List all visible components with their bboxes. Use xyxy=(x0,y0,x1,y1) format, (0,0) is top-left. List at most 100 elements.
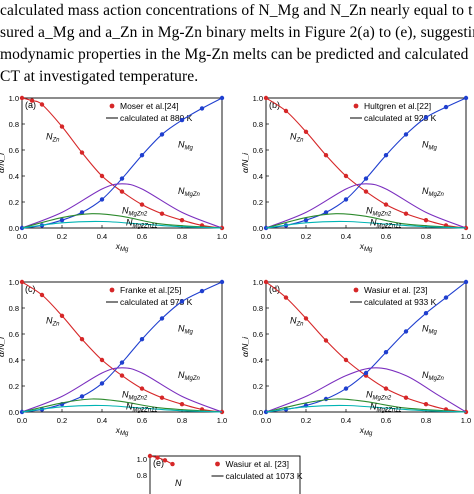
data-point-n_zn xyxy=(303,316,309,321)
x-tick-label: 0.2 xyxy=(301,232,311,241)
curve-n_mg2zn11 xyxy=(265,220,467,229)
curve-n_mgzn xyxy=(21,183,223,229)
data-point-n_zn xyxy=(179,402,185,407)
panel-letter: (e) xyxy=(153,458,164,468)
x-tick-label: 0.6 xyxy=(137,416,147,425)
data-point-n_mg xyxy=(199,106,205,111)
legend-points: Moser et al.[24] xyxy=(120,101,179,111)
data-point-n_mg xyxy=(119,360,125,365)
x-tick-label: 1.0 xyxy=(461,416,471,425)
data-point-n_zn xyxy=(363,189,369,194)
data-point-n_mg xyxy=(179,117,185,123)
y-tick-label: 1.0 xyxy=(253,278,263,287)
x-tick-label: 1.0 xyxy=(461,232,471,241)
legend-line-label: calculated at 880 K xyxy=(120,113,193,123)
data-point-n_zn xyxy=(303,129,309,134)
data-point-n_zn xyxy=(119,373,125,378)
panel-frame-1 xyxy=(265,97,467,229)
data-point-n_zn xyxy=(39,292,45,298)
data-point-n_mg xyxy=(219,95,225,101)
data-point-n_mg xyxy=(79,394,85,399)
paragraph: calculated mass action concentrations of… xyxy=(0,0,474,90)
y-tick-label: 0.2 xyxy=(253,198,263,207)
curve-n_mg2zn11 xyxy=(265,404,467,413)
label-n_mgzn: NMgZn xyxy=(178,186,201,198)
figure-2-panels: (a) Moser et al.[24] calculated at 880 K 0.… xyxy=(0,94,471,494)
data-point-n_zn xyxy=(99,173,105,179)
data-point-n_zn xyxy=(147,453,153,459)
y-tick-label: 0.4 xyxy=(9,356,19,365)
x-tick-label: 0.2 xyxy=(57,416,67,425)
y-axis-label: α/N_i xyxy=(240,336,250,357)
data-point-n_mg xyxy=(199,288,205,294)
curve-n_mgzn xyxy=(265,183,467,229)
data-point-n_zn xyxy=(39,102,45,107)
legend-points: Wasiur et al. [23] xyxy=(364,285,427,295)
y-tick-label: 0.8 xyxy=(137,471,147,480)
label-n_zn: NZn xyxy=(290,132,304,144)
curve-n_mgzn xyxy=(265,367,467,413)
y-tick-label: 0.6 xyxy=(9,330,19,339)
data-point-n_mg xyxy=(343,386,349,391)
data-point-n_zn xyxy=(19,95,25,101)
data-point-n_zn xyxy=(139,202,145,207)
x-tick-label: 0.6 xyxy=(381,416,391,425)
legend-line-label: calculated at 933 K xyxy=(364,297,437,307)
y-tick-label: 0.8 xyxy=(253,120,263,129)
y-tick-label: 0.8 xyxy=(9,120,19,129)
y-tick-label: 0.6 xyxy=(9,146,19,155)
x-tick-label: 0.8 xyxy=(421,416,431,425)
data-point-n_zn xyxy=(343,357,349,363)
data-point-n_zn xyxy=(159,395,165,400)
data-point-n_mg xyxy=(323,396,329,402)
data-point-n_mg xyxy=(99,197,105,202)
label-n_mg: NMg xyxy=(422,323,437,335)
panel-frame-0 xyxy=(21,97,223,229)
y-tick-label: 1.0 xyxy=(253,94,263,103)
paragraph-line-1: calculated mass action concentrations of… xyxy=(0,2,473,19)
label-n_mgzn2: NMgZn2 xyxy=(122,206,148,218)
x-tick-label: 1.0 xyxy=(217,232,227,241)
label-n_mgzn2: NMgZn2 xyxy=(366,206,392,218)
data-point-n_zn xyxy=(283,295,289,300)
y-tick-label: 0.2 xyxy=(9,198,19,207)
x-tick-label: 0.0 xyxy=(261,416,271,425)
data-point-n_zn xyxy=(119,189,125,194)
data-point-n_mg xyxy=(423,311,429,316)
legend-marker xyxy=(353,103,359,109)
paragraph-line-2: sured a_Mg and a_Zn in Mg-Zn binary melt… xyxy=(0,24,474,41)
y-tick-label: 0.4 xyxy=(253,172,263,181)
x-axis-label: xMg xyxy=(115,425,129,437)
x-tick-label: 0.4 xyxy=(341,416,351,425)
x-tick-label: 0.4 xyxy=(97,416,107,425)
data-point-n_zn xyxy=(19,279,25,285)
label-n_mgzn2: NMgZn2 xyxy=(122,390,148,402)
x-tick-label: 0.8 xyxy=(177,232,187,241)
data-point-n_mg xyxy=(463,279,469,285)
data-point-n_mg xyxy=(99,381,105,386)
y-tick-label: 0.2 xyxy=(9,382,19,391)
data-point-n_mg xyxy=(463,95,469,101)
data-point-n_mg xyxy=(423,115,429,120)
data-point-n_mg xyxy=(363,370,369,376)
label-n: N xyxy=(175,478,182,488)
label-n_mgzn: NMgZn xyxy=(178,370,201,382)
data-point-n_zn xyxy=(79,337,85,342)
x-axis-label: xMg xyxy=(359,241,373,253)
y-tick-label: 0.8 xyxy=(253,304,263,313)
panel-letter: (a) xyxy=(25,100,36,110)
data-point-n_mg xyxy=(443,295,449,300)
x-tick-label: 0.0 xyxy=(17,232,27,241)
data-point-n_mg xyxy=(139,153,145,158)
y-tick-label: 1.0 xyxy=(9,94,19,103)
data-point-n_zn xyxy=(323,338,329,343)
y-tick-label: 1.0 xyxy=(137,455,147,464)
data-point-n_mg xyxy=(343,197,349,202)
x-tick-label: 0.8 xyxy=(421,232,431,241)
data-point-n_zn xyxy=(139,386,145,391)
y-tick-label: 0.0 xyxy=(253,224,263,233)
data-point-n_mg xyxy=(383,350,389,355)
x-axis-label: xMg xyxy=(359,425,373,437)
y-tick-label: 0.4 xyxy=(9,172,19,181)
x-tick-label: 0.6 xyxy=(381,232,391,241)
